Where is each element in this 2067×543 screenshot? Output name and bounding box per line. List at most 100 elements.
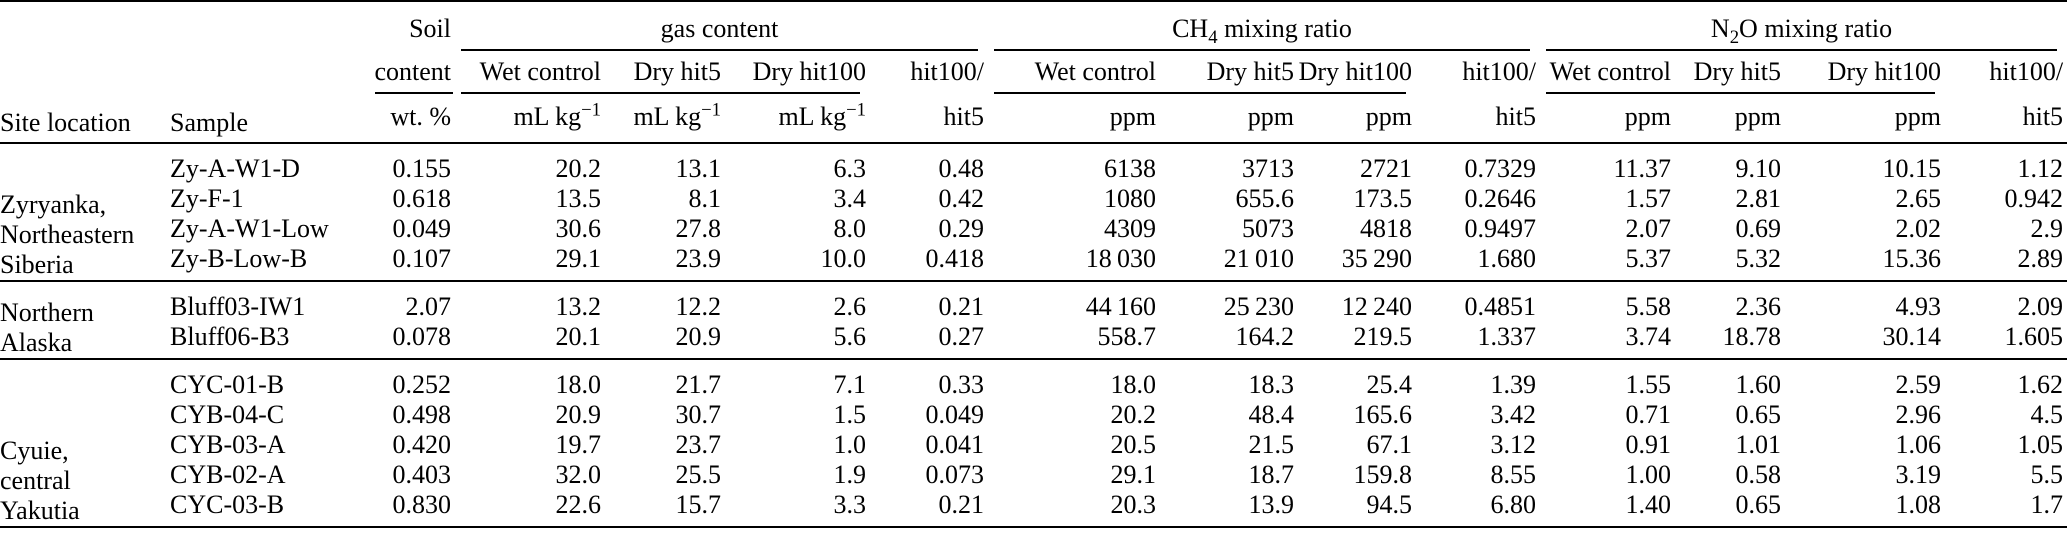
gas-dry-hit100-cell: 6.3 bbox=[725, 142, 870, 182]
unit-ch4-dry-hit100: ppm bbox=[1365, 102, 1412, 131]
subheader-ch4-dry-hit5: Dry hit5 bbox=[1206, 57, 1294, 86]
subheader-ch4-ratio: hit100/ bbox=[1462, 57, 1536, 86]
n2o-hit100-hit5-cell: 1.12 bbox=[1945, 142, 2067, 182]
soil-content-cell: 0.403 bbox=[392, 460, 452, 489]
unit-ch4-wet-control: ppm bbox=[1109, 102, 1156, 131]
ch4-hit100-hit5-cell: 0.7329 bbox=[1416, 142, 1540, 182]
group-header-text: CH bbox=[1172, 14, 1209, 43]
ch4-dry-hit5-cell: 5073 bbox=[1242, 214, 1294, 243]
table-row: Zy-A-W1-Low 0.049 30.6 27.8 8.0 0.29 4309 5073 4… bbox=[0, 212, 2067, 242]
table-section-2: Cyuie, central Yakutia CYC-01-B 0.252 18.0 21.… bbox=[0, 358, 2067, 528]
soil-content-cell: 0.420 bbox=[392, 430, 452, 459]
n2o-wet-control-cell: 0.91 bbox=[1625, 430, 1672, 459]
col-header-soil-line2: content bbox=[374, 57, 451, 86]
n2o-dry-hit5-cell: 0.69 bbox=[1735, 214, 1782, 243]
soil-content-cell: 0.107 bbox=[392, 244, 452, 273]
unit-text: mL kg bbox=[778, 102, 847, 131]
subheader-gas-wet-control: Wet control bbox=[479, 57, 601, 86]
subheader-n2o-ratio: hit100/ bbox=[1989, 57, 2064, 86]
col-header-soil-unit: wt. % bbox=[390, 102, 451, 131]
col-header-site-location: Site location bbox=[0, 108, 131, 137]
gas-dry-hit5-cell: 23.7 bbox=[675, 430, 722, 459]
unit-n2o-wet-control: ppm bbox=[1624, 102, 1671, 131]
n2o-dry-hit5-cell: 9.10 bbox=[1675, 142, 1785, 182]
soil-content-cell: 0.078 bbox=[392, 322, 452, 351]
soil-content-cell: 0.830 bbox=[365, 488, 455, 528]
n2o-hit100-hit5-cell: 4.5 bbox=[2030, 400, 2064, 429]
table-row: Bluff06-B3 0.078 20.1 20.9 5.6 0.27 558.7 164.2… bbox=[0, 320, 2067, 359]
ch4-wet-control-cell: 558.7 bbox=[1097, 322, 1157, 351]
gas-dry-hit5-cell: 15.7 bbox=[605, 488, 725, 528]
ch4-hit100-hit5-cell: 1.680 bbox=[1477, 244, 1537, 273]
gas-dry-hit100-cell: 3.3 bbox=[725, 488, 870, 528]
n2o-hit100-hit5-cell: 5.5 bbox=[2030, 460, 2064, 489]
ch4-dry-hit5-cell: 25 230 bbox=[1160, 280, 1298, 320]
site-location-line: Northern bbox=[0, 298, 94, 327]
n2o-dry-hit5-cell: 0.65 bbox=[1675, 488, 1785, 528]
unit-exponent: −1 bbox=[846, 99, 866, 121]
n2o-dry-hit5-cell: 5.32 bbox=[1735, 244, 1782, 273]
unit-exponent: −1 bbox=[701, 99, 721, 121]
n2o-wet-control-cell: 5.58 bbox=[1540, 280, 1675, 320]
gas-wet-control-cell: 20.1 bbox=[555, 322, 602, 351]
site-location-line: Zyryanka, bbox=[0, 190, 107, 219]
unit-gas-dry-hit100: mL kg−1 bbox=[725, 94, 870, 143]
ch4-hit100-hit5-cell: 3.12 bbox=[1490, 430, 1537, 459]
n2o-hit100-hit5-cell: 2.89 bbox=[2017, 244, 2064, 273]
subheader-gas-ratio: hit100/ bbox=[910, 57, 984, 86]
n2o-hit100-hit5-cell: 1.62 bbox=[1945, 358, 2067, 398]
sample-cell: Zy-B-Low-B bbox=[170, 244, 308, 273]
subheader-underline-row bbox=[0, 91, 2067, 94]
site-location-line: Northeastern bbox=[0, 220, 135, 249]
group-header-text: N bbox=[1710, 14, 1730, 43]
subheader-gas-dry-hit5: Dry hit5 bbox=[633, 57, 721, 86]
ch4-hit100-hit5-cell: 0.4851 bbox=[1416, 280, 1540, 320]
gas-dry-hit100-cell: 1.0 bbox=[833, 430, 867, 459]
ch4-hit100-hit5-cell: 0.9497 bbox=[1464, 214, 1537, 243]
soil-content-cell: 0.618 bbox=[392, 184, 452, 213]
gas-wet-control-cell: 22.6 bbox=[455, 488, 605, 528]
gas-dry-hit5-cell: 20.9 bbox=[675, 322, 722, 351]
gas-hit100-hit5-cell: 0.049 bbox=[925, 400, 985, 429]
gas-wet-control-cell: 19.7 bbox=[555, 430, 602, 459]
n2o-dry-hit5-cell: 2.81 bbox=[1735, 184, 1782, 213]
n2o-dry-hit100-cell: 2.59 bbox=[1785, 358, 1945, 398]
group-header-gas-content: gas content bbox=[455, 1, 988, 48]
sample-cell: Bluff03-IW1 bbox=[170, 280, 365, 320]
sample-cell: CYB-02-A bbox=[170, 460, 286, 489]
n2o-hit100-hit5-cell: 2.09 bbox=[1945, 280, 2067, 320]
n2o-dry-hit5-cell: 2.36 bbox=[1675, 280, 1785, 320]
col-header-sample: Sample bbox=[170, 108, 248, 137]
site-location-cell: Zyryanka, Northeastern Siberia bbox=[0, 142, 170, 281]
site-location-cell: Northern Alaska bbox=[0, 280, 170, 359]
ch4-wet-control-cell: 20.5 bbox=[1110, 430, 1157, 459]
site-location-line: Siberia bbox=[0, 250, 74, 279]
ch4-hit100-hit5-cell: 0.2646 bbox=[1464, 184, 1537, 213]
unit-n2o-ratio-denominator: hit5 bbox=[2022, 102, 2064, 131]
ch4-wet-control-cell: 6138 bbox=[988, 142, 1160, 182]
ch4-dry-hit100-cell: 35 290 bbox=[1341, 244, 1412, 273]
unit-gas-dry-hit5: mL kg−1 bbox=[605, 94, 725, 143]
n2o-dry-hit5-cell: 1.60 bbox=[1675, 358, 1785, 398]
gas-dry-hit5-cell: 23.9 bbox=[675, 244, 722, 273]
gas-hit100-hit5-cell: 0.42 bbox=[938, 184, 985, 213]
unit-ch4-ratio-denominator: hit5 bbox=[1495, 102, 1536, 131]
ch4-dry-hit100-cell: 94.5 bbox=[1298, 488, 1416, 528]
unit-gas-ratio-denominator: hit5 bbox=[943, 102, 984, 131]
ch4-hit100-hit5-cell: 8.55 bbox=[1490, 460, 1537, 489]
n2o-wet-control-cell: 1.00 bbox=[1625, 460, 1672, 489]
ch4-dry-hit100-cell: 159.8 bbox=[1353, 460, 1413, 489]
ch4-hit100-hit5-cell: 1.39 bbox=[1416, 358, 1540, 398]
table-header: Site location Sample Soil gas content CH… bbox=[0, 1, 2067, 143]
ch4-dry-hit5-cell: 655.6 bbox=[1235, 184, 1295, 213]
gas-dry-hit100-cell: 7.1 bbox=[725, 358, 870, 398]
gas-dry-hit100-cell: 10.0 bbox=[820, 244, 867, 273]
gas-dry-hit100-cell: 8.0 bbox=[833, 214, 867, 243]
group-header-n2o-mixing-ratio: N2O mixing ratio bbox=[1540, 1, 2067, 48]
gas-wet-control-cell: 20.9 bbox=[555, 400, 602, 429]
sample-cell: Bluff06-B3 bbox=[170, 322, 290, 351]
n2o-wet-control-cell: 1.57 bbox=[1625, 184, 1672, 213]
subheader-n2o-dry-hit100: Dry hit100 bbox=[1827, 57, 1941, 86]
soil-content-cell: 0.049 bbox=[392, 214, 452, 243]
gas-hit100-hit5-cell: 0.33 bbox=[870, 358, 988, 398]
